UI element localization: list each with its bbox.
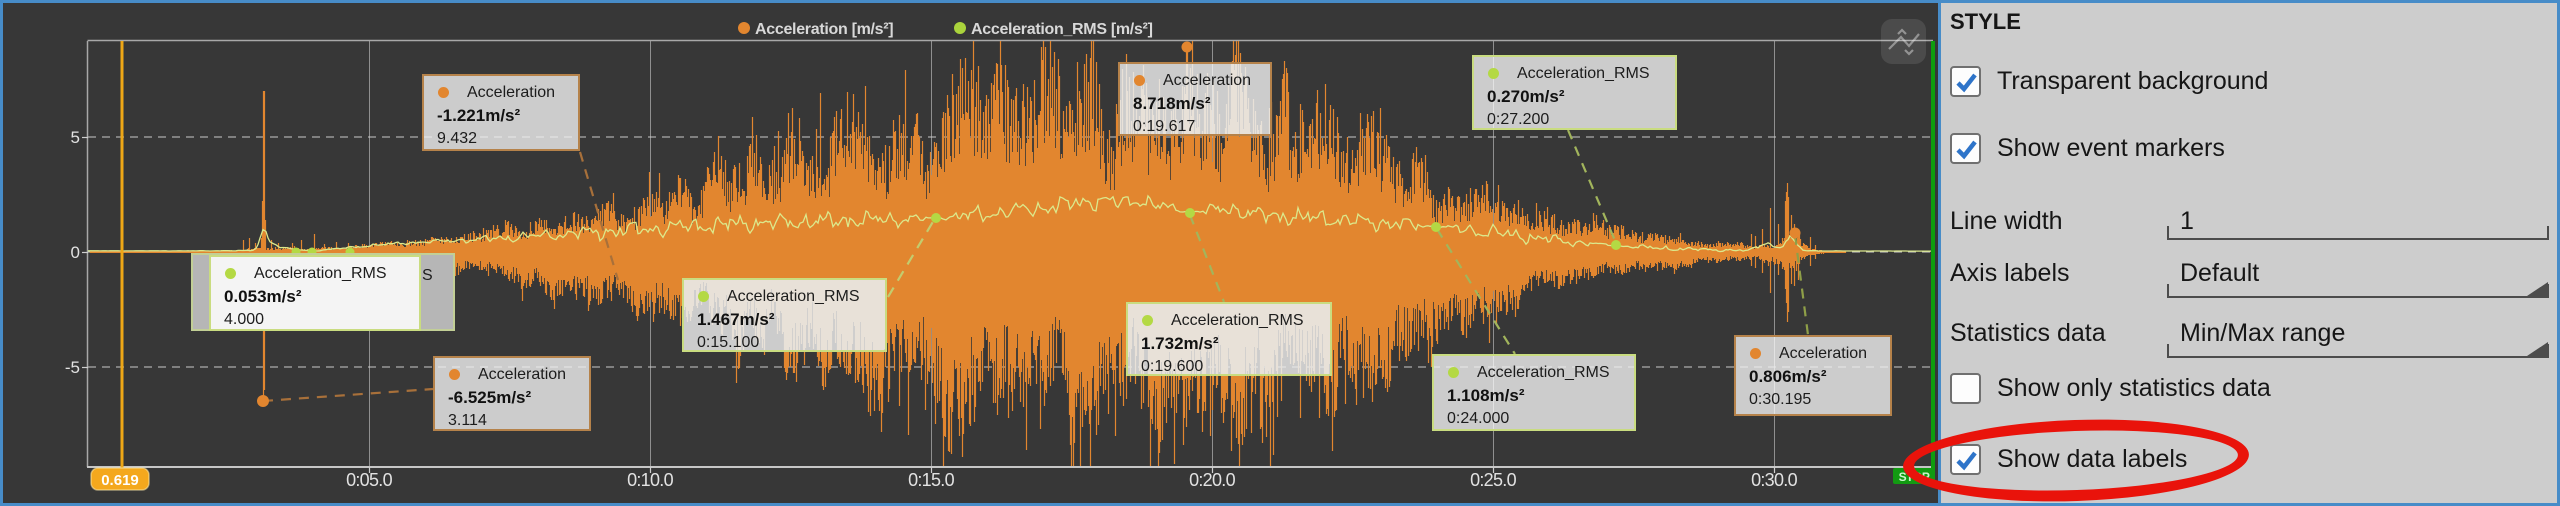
svg-text:0:25.0: 0:25.0 [1470,470,1517,490]
svg-text:Acceleration_RMS [m/s²]: Acceleration_RMS [m/s²] [971,21,1153,38]
svg-text:5: 5 [71,128,80,147]
svg-text:STOP: STOP [1899,470,1930,484]
svg-text:-5: -5 [65,358,80,377]
svg-text:0: 0 [71,243,80,262]
svg-text:0:10.0: 0:10.0 [627,470,674,490]
svg-text:0:20.0: 0:20.0 [1189,470,1236,490]
svg-text:0:15.0: 0:15.0 [908,470,955,490]
svg-text:0:30.0: 0:30.0 [1751,470,1798,490]
svg-text:0:05.0: 0:05.0 [346,470,393,490]
svg-text:0.619: 0.619 [101,472,139,489]
svg-text:Acceleration [m/s²]: Acceleration [m/s²] [755,21,893,38]
